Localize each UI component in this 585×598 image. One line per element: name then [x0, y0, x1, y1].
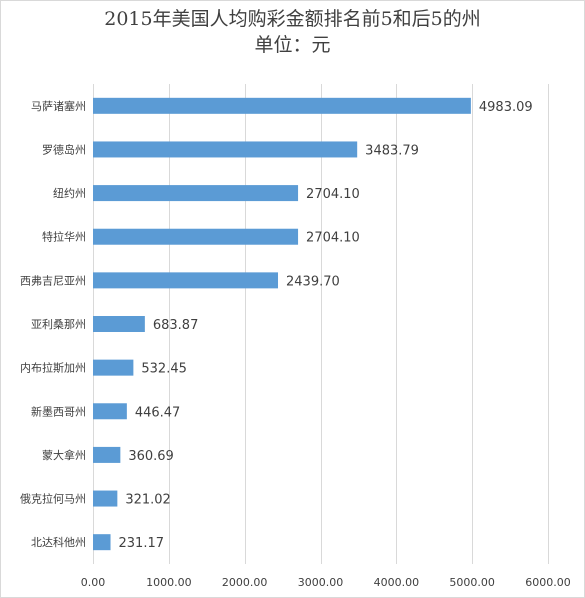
category-label: 北达科他州: [31, 535, 86, 549]
category-label: 内布拉斯加州: [20, 361, 86, 375]
x-tick-label: 5000.00: [449, 576, 495, 589]
bar: [93, 446, 121, 463]
bar: [93, 272, 279, 289]
x-tick-label: 3000.00: [298, 576, 344, 589]
bar: [93, 490, 118, 507]
x-tick-label: 6000.00: [525, 576, 571, 589]
bar: [93, 534, 111, 551]
bar: [93, 185, 299, 202]
x-tick-label: 1000.00: [146, 576, 192, 589]
x-tick-label: 2000.00: [222, 576, 268, 589]
bar: [93, 359, 134, 376]
category-label: 亚利桑那州: [31, 318, 86, 331]
category-label: 俄克拉何马州: [20, 492, 86, 506]
bar: [93, 141, 358, 158]
category-labels: 马萨诸塞州罗德岛州纽约州特拉华州西弗吉尼亚州亚利桑那州内布拉斯加州新墨西哥州蒙大…: [20, 99, 86, 549]
grid-lines: [93, 84, 549, 564]
chart-title: 2015年美国人均购彩金额排名前5和后5的州: [104, 8, 481, 30]
category-label: 特拉华州: [42, 230, 86, 244]
data-label: 231.17: [119, 536, 165, 551]
data-label: 360.69: [128, 449, 174, 464]
category-label: 纽约州: [53, 186, 86, 200]
category-label: 马萨诸塞州: [31, 99, 86, 113]
data-labels: 4983.09 3483.79 2704.10 2704.10 2439.70 683.8…: [119, 100, 533, 551]
chart-title-block: 2015年美国人均购彩金额排名前5和后5的州 单位：元: [0, 6, 585, 58]
data-label: 2704.10: [306, 231, 360, 246]
category-label: 罗德岛州: [42, 142, 86, 156]
bar: [93, 97, 471, 114]
chart-subtitle: 单位：元: [254, 34, 331, 56]
x-tick-label: 0.00: [81, 576, 106, 589]
data-label: 683.87: [153, 318, 199, 333]
data-label: 446.47: [135, 405, 181, 420]
category-label: 西弗吉尼亚州: [20, 273, 86, 287]
bar: [93, 403, 127, 420]
data-label: 2439.70: [286, 274, 340, 289]
bars: [93, 97, 471, 551]
x-axis-tick-labels: 0.00 1000.00 2000.00 3000.00 4000.00 5000.00 6…: [81, 576, 571, 589]
bar: [93, 316, 145, 332]
data-label: 4983.09: [479, 100, 533, 115]
x-tick-label: 4000.00: [374, 576, 420, 589]
bar: [93, 228, 299, 245]
data-label: 321.02: [125, 493, 171, 508]
data-label: 2704.10: [306, 187, 360, 202]
data-label: 532.45: [141, 362, 187, 377]
category-label: 新墨西哥州: [31, 404, 86, 418]
data-label: 3483.79: [365, 143, 419, 158]
category-label: 蒙大拿州: [42, 448, 86, 462]
